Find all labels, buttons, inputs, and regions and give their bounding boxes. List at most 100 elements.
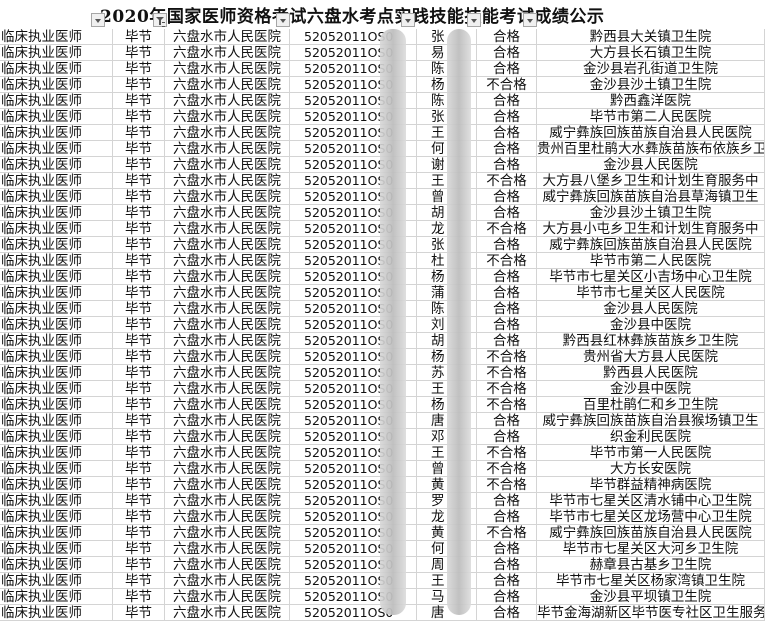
cell-result[interactable]: 合格 — [477, 429, 537, 445]
cell-unit[interactable]: 毕节金海湖新区毕节医专社区卫生服务 — [537, 605, 765, 621]
cell-result[interactable]: 合格 — [477, 333, 537, 349]
cell-result[interactable]: 合格 — [477, 557, 537, 573]
cell-result[interactable]: 合格 — [477, 205, 537, 221]
cell-id[interactable]: 52052011OS0 — [290, 333, 417, 349]
cell-result[interactable]: 合格 — [477, 141, 537, 157]
cell-site[interactable]: 六盘水市人民医院 — [165, 493, 290, 509]
cell-type[interactable]: 临床执业医师 — [0, 573, 113, 589]
cell-result[interactable]: 合格 — [477, 109, 537, 125]
cell-type[interactable]: 临床执业医师 — [0, 237, 113, 253]
cell-type[interactable]: 临床执业医师 — [0, 477, 113, 493]
cell-id[interactable]: 52052011OS0 — [290, 461, 417, 477]
cell-site[interactable]: 六盘水市人民医院 — [165, 109, 290, 125]
cell-region[interactable]: 毕节 — [113, 573, 165, 589]
cell-id[interactable]: 52052011OS0 — [290, 349, 417, 365]
cell-unit[interactable]: 威宁彝族回族苗族自治县人民医院 — [537, 237, 765, 253]
cell-region[interactable]: 毕节 — [113, 45, 165, 61]
cell-type[interactable]: 临床执业医师 — [0, 269, 113, 285]
cell-site[interactable]: 六盘水市人民医院 — [165, 557, 290, 573]
cell-type[interactable]: 临床执业医师 — [0, 349, 113, 365]
cell-unit[interactable]: 百里杜鹃仁和乡卫生院 — [537, 397, 765, 413]
cell-type[interactable]: 临床执业医师 — [0, 61, 113, 77]
cell-id[interactable]: 52052011OS0 — [290, 413, 417, 429]
cell-region[interactable]: 毕节 — [113, 253, 165, 269]
cell-result[interactable]: 不合格 — [477, 477, 537, 493]
filter-dropdown-name[interactable] — [467, 13, 481, 27]
cell-region[interactable]: 毕节 — [113, 333, 165, 349]
cell-site[interactable]: 六盘水市人民医院 — [165, 413, 290, 429]
cell-site[interactable]: 六盘水市人民医院 — [165, 173, 290, 189]
cell-type[interactable]: 临床执业医师 — [0, 29, 113, 45]
cell-type[interactable]: 临床执业医师 — [0, 397, 113, 413]
cell-result[interactable]: 不合格 — [477, 173, 537, 189]
cell-type[interactable]: 临床执业医师 — [0, 317, 113, 333]
cell-site[interactable]: 六盘水市人民医院 — [165, 253, 290, 269]
cell-region[interactable]: 毕节 — [113, 237, 165, 253]
cell-region[interactable]: 毕节 — [113, 445, 165, 461]
cell-id[interactable]: 52052011OS0 — [290, 285, 417, 301]
cell-unit[interactable]: 金沙县平坝镇卫生院 — [537, 589, 765, 605]
cell-region[interactable]: 毕节 — [113, 29, 165, 45]
cell-type[interactable]: 临床执业医师 — [0, 157, 113, 173]
filter-dropdown-site[interactable] — [276, 13, 290, 27]
cell-id[interactable]: 52052011OS0 — [290, 125, 417, 141]
cell-site[interactable]: 六盘水市人民医院 — [165, 365, 290, 381]
cell-region[interactable]: 毕节 — [113, 189, 165, 205]
cell-unit[interactable]: 毕节市七星关区大河乡卫生院 — [537, 541, 765, 557]
cell-id[interactable]: 52052011OS0 — [290, 189, 417, 205]
cell-unit[interactable]: 赫章县古基乡卫生院 — [537, 557, 765, 573]
cell-result[interactable]: 合格 — [477, 157, 537, 173]
cell-unit[interactable]: 大方县长石镇卫生院 — [537, 45, 765, 61]
cell-unit[interactable]: 毕节市第二人民医院 — [537, 109, 765, 125]
cell-result[interactable]: 不合格 — [477, 221, 537, 237]
cell-region[interactable]: 毕节 — [113, 429, 165, 445]
cell-result[interactable]: 合格 — [477, 509, 537, 525]
cell-region[interactable]: 毕节 — [113, 541, 165, 557]
cell-id[interactable]: 52052011OS0 — [290, 61, 417, 77]
cell-result[interactable]: 不合格 — [477, 77, 537, 93]
cell-type[interactable]: 临床执业医师 — [0, 589, 113, 605]
cell-type[interactable]: 临床执业医师 — [0, 605, 113, 621]
cell-result[interactable]: 合格 — [477, 285, 537, 301]
cell-unit[interactable]: 金沙县中医院 — [537, 381, 765, 397]
cell-unit[interactable]: 金沙县中医院 — [537, 317, 765, 333]
cell-site[interactable]: 六盘水市人民医院 — [165, 445, 290, 461]
cell-type[interactable]: 临床执业医师 — [0, 429, 113, 445]
filter-dropdown-id[interactable] — [401, 13, 415, 27]
cell-region[interactable]: 毕节 — [113, 397, 165, 413]
cell-result[interactable]: 合格 — [477, 45, 537, 61]
cell-site[interactable]: 六盘水市人民医院 — [165, 205, 290, 221]
cell-result[interactable]: 合格 — [477, 93, 537, 109]
cell-unit[interactable]: 黔西鑫洋医院 — [537, 93, 765, 109]
cell-result[interactable]: 合格 — [477, 589, 537, 605]
cell-unit[interactable]: 金沙县沙土镇卫生院 — [537, 77, 765, 93]
cell-site[interactable]: 六盘水市人民医院 — [165, 221, 290, 237]
cell-id[interactable]: 52052011OS0 — [290, 45, 417, 61]
cell-site[interactable]: 六盘水市人民医院 — [165, 477, 290, 493]
cell-id[interactable]: 52052011OS0 — [290, 269, 417, 285]
cell-site[interactable]: 六盘水市人民医院 — [165, 237, 290, 253]
cell-unit[interactable]: 威宁彝族回族苗族自治县人民医院 — [537, 525, 765, 541]
cell-site[interactable]: 六盘水市人民医院 — [165, 61, 290, 77]
cell-type[interactable]: 临床执业医师 — [0, 253, 113, 269]
cell-region[interactable]: 毕节 — [113, 221, 165, 237]
cell-id[interactable]: 52052011OS0 — [290, 109, 417, 125]
cell-id[interactable]: 52052011OS0 — [290, 29, 417, 45]
cell-unit[interactable]: 威宁彝族回族苗族自治县草海镇卫生 — [537, 189, 765, 205]
cell-type[interactable]: 临床执业医师 — [0, 125, 113, 141]
cell-result[interactable]: 合格 — [477, 317, 537, 333]
cell-site[interactable]: 六盘水市人民医院 — [165, 397, 290, 413]
cell-type[interactable]: 临床执业医师 — [0, 77, 113, 93]
cell-type[interactable]: 临床执业医师 — [0, 205, 113, 221]
cell-id[interactable]: 52052011OS0 — [290, 301, 417, 317]
cell-result[interactable]: 合格 — [477, 29, 537, 45]
cell-region[interactable]: 毕节 — [113, 605, 165, 621]
cell-site[interactable]: 六盘水市人民医院 — [165, 333, 290, 349]
cell-type[interactable]: 临床执业医师 — [0, 141, 113, 157]
cell-region[interactable]: 毕节 — [113, 477, 165, 493]
cell-region[interactable]: 毕节 — [113, 205, 165, 221]
cell-unit[interactable]: 黔西县大关镇卫生院 — [537, 29, 765, 45]
cell-id[interactable]: 52052011OS0 — [290, 445, 417, 461]
cell-unit[interactable]: 黔西县红林彝族苗族乡卫生院 — [537, 333, 765, 349]
cell-region[interactable]: 毕节 — [113, 173, 165, 189]
